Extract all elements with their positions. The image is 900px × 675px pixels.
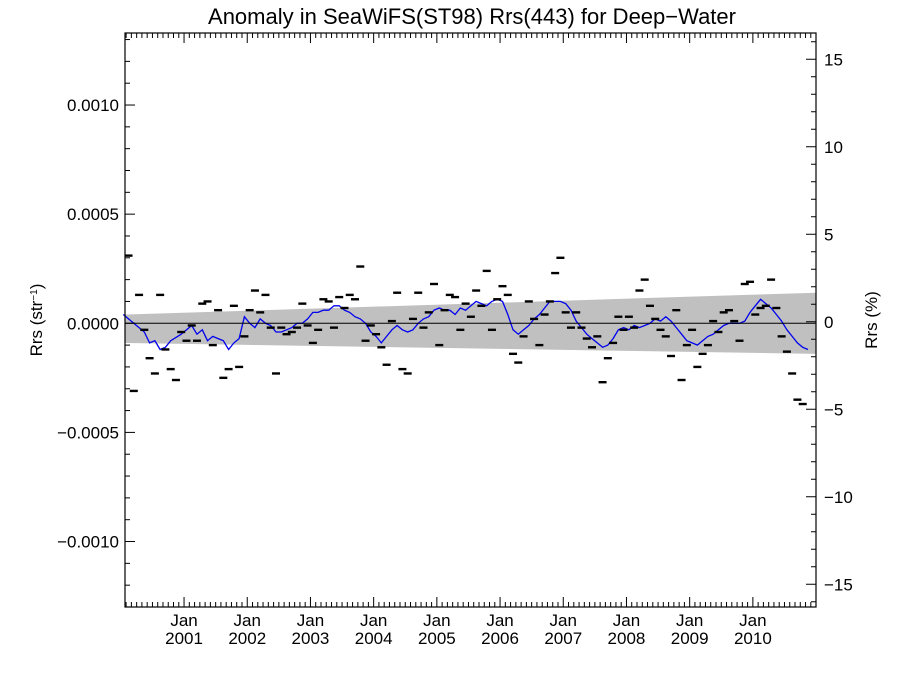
y-right-tick-label: −5 bbox=[824, 400, 843, 419]
y-left-tick-label: 0.0000 bbox=[67, 314, 119, 333]
y-axis-left-label: Rrs (str−1) bbox=[27, 284, 46, 357]
plot-frame bbox=[124, 32, 817, 608]
y-right-tick-label: −10 bbox=[824, 488, 853, 507]
x-tick-month-label: Jan bbox=[550, 611, 577, 630]
y-left-tick-label: −0.0010 bbox=[57, 533, 119, 552]
x-tick-month-label: Jan bbox=[676, 611, 703, 630]
x-tick-year-label: 2003 bbox=[292, 629, 330, 648]
x-tick-year-label: 2002 bbox=[228, 629, 266, 648]
y-right-tick-label: 15 bbox=[824, 50, 843, 69]
x-tick-month-label: Jan bbox=[360, 611, 387, 630]
y-right-tick-label: 0 bbox=[824, 313, 833, 332]
y-right-tick-label: −15 bbox=[824, 575, 853, 594]
x-tick-month-label: Jan bbox=[297, 611, 324, 630]
y-left-tick-label: 0.0010 bbox=[67, 96, 119, 115]
y-right-tick-label: 10 bbox=[824, 138, 843, 157]
x-tick-month-label: Jan bbox=[739, 611, 766, 630]
x-tick-month-label: Jan bbox=[486, 611, 513, 630]
x-tick-year-label: 2007 bbox=[544, 629, 582, 648]
x-tick-year-label: 2008 bbox=[608, 629, 646, 648]
x-tick-year-label: 2010 bbox=[734, 629, 772, 648]
y-left-tick-label: 0.0005 bbox=[67, 205, 119, 224]
x-tick-year-label: 2006 bbox=[481, 629, 519, 648]
x-tick-month-label: Jan bbox=[423, 611, 450, 630]
x-tick-year-label: 2005 bbox=[418, 629, 456, 648]
smoothed-anomaly-line bbox=[122, 298, 809, 351]
x-tick-year-label: 2009 bbox=[671, 629, 709, 648]
x-tick-month-label: Jan bbox=[234, 611, 261, 630]
y-axis-right-label: Rrs (%) bbox=[862, 291, 881, 349]
x-tick-month-label: Jan bbox=[170, 611, 197, 630]
x-tick-year-label: 2001 bbox=[165, 629, 203, 648]
chart-title: Anomaly in SeaWiFS(ST98) Rrs(443) for De… bbox=[208, 4, 736, 29]
y-left-tick-label: −0.0005 bbox=[57, 423, 119, 442]
y-right-tick-label: 5 bbox=[824, 225, 833, 244]
x-tick-month-label: Jan bbox=[613, 611, 640, 630]
x-tick-year-label: 2004 bbox=[355, 629, 393, 648]
